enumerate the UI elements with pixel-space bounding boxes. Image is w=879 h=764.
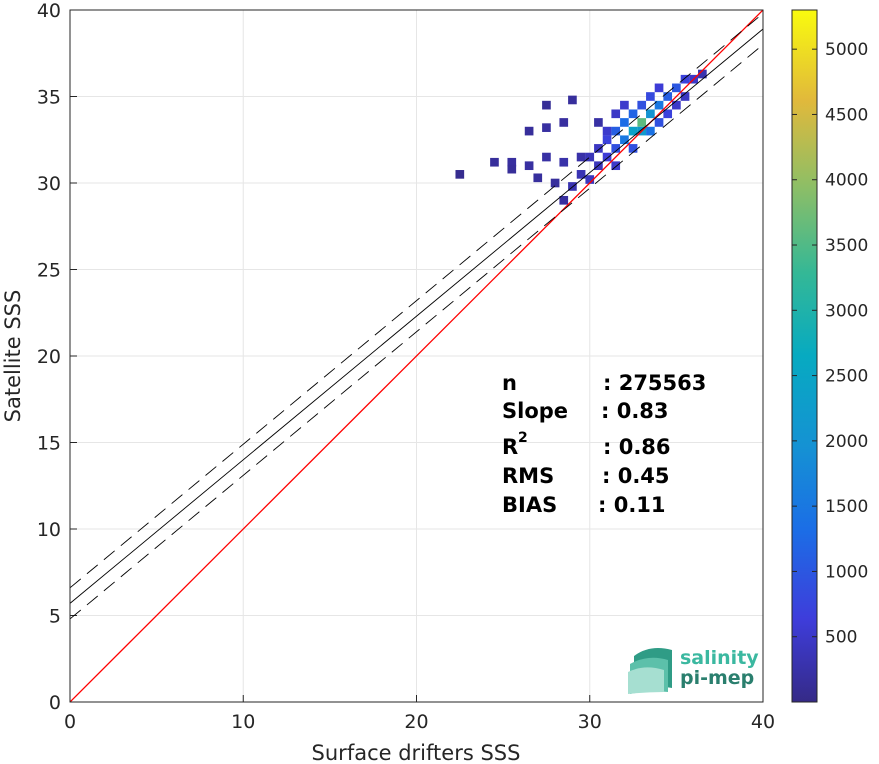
density-cell (524, 126, 534, 136)
stat-slope-value: : 0.83 (601, 399, 669, 423)
density-cell (585, 152, 595, 162)
density-cell (620, 100, 629, 110)
y-tick-label: 40 (37, 0, 61, 22)
colorbar-tick-label: 4000 (825, 171, 868, 191)
y-tick-label: 30 (37, 173, 61, 195)
density-cell (594, 144, 603, 153)
colorbar (791, 9, 818, 703)
density-cell (594, 118, 603, 127)
stats-annotation: n : 275563 Slope : 0.83 R 2 : 0.86 RMS :… (502, 371, 706, 517)
x-axis-label: Surface drifters SSS (312, 741, 521, 764)
stat-bias-label: BIAS (502, 493, 557, 517)
colorbar-tick-label: 5000 (825, 40, 868, 60)
density-cell (585, 175, 595, 184)
density-cell (680, 74, 690, 84)
density-cell (654, 83, 664, 93)
density-cell (550, 178, 560, 188)
density-cell (654, 100, 664, 110)
salinity-pi-mep-logo: salinity pi-mep (628, 647, 759, 694)
y-tick-label: 25 (37, 260, 61, 282)
density-cell (542, 100, 551, 110)
density-cell (672, 83, 681, 93)
stat-r2-value: : 0.86 (603, 435, 671, 459)
stat-r2-sup: 2 (518, 430, 528, 446)
density-cell (611, 126, 621, 136)
density-cell (646, 126, 655, 136)
x-tick-label: 20 (404, 711, 428, 733)
stat-n-value: : 275563 (603, 371, 706, 395)
density-cell (602, 135, 612, 145)
density-cell (698, 69, 707, 79)
density-cell (576, 152, 586, 162)
x-tick-label: 30 (578, 711, 602, 733)
colorbar-tick-label: 2000 (825, 432, 868, 452)
density-cell (637, 100, 647, 110)
stat-bias-value: : 0.11 (598, 493, 666, 517)
colorbar-tick-label: 1000 (825, 562, 868, 582)
stat-rms-value: : 0.45 (602, 464, 670, 488)
density-cell (611, 161, 621, 171)
y-tick-label: 0 (49, 692, 61, 714)
colorbar-tick-label: 3500 (825, 236, 868, 256)
axis-ticks: 0 10 20 30 40 0 5 10 15 20 25 30 35 40 (37, 0, 775, 733)
x-tick-label: 40 (751, 711, 775, 733)
density-cell (602, 152, 612, 162)
density-cell (542, 123, 551, 132)
logo-line1: salinity (680, 647, 759, 669)
logo-waves-icon (628, 648, 672, 694)
density-cell (576, 170, 586, 179)
density-cell (663, 109, 673, 119)
colorbar-tick-label: 3000 (825, 301, 868, 321)
density-cell (628, 144, 638, 153)
colorbar-tick-label: 2500 (825, 367, 868, 387)
y-tick-label: 5 (49, 606, 61, 628)
colorbar-tick-label: 500 (825, 628, 857, 648)
logo-line2: pi-mep (680, 667, 754, 689)
stat-n-label: n (502, 371, 517, 395)
density-cell (559, 118, 569, 127)
density-cell (455, 170, 465, 179)
colorbar-tick-label: 1500 (825, 497, 868, 517)
fit-upper-bound (70, 13, 763, 589)
density-cell (490, 157, 499, 167)
density-cell (524, 161, 534, 171)
stat-rms-label: RMS (502, 464, 554, 488)
density-cell (559, 195, 569, 205)
colorbar-ticks: 500 1000 1500 2000 2500 3000 3500 4000 4500 5000 (792, 40, 868, 648)
density-cell (533, 173, 543, 183)
density-cell (628, 126, 638, 136)
density-cell (568, 95, 577, 105)
density-cell (542, 152, 551, 162)
density-cell (507, 157, 517, 167)
stat-r2-label: R (502, 435, 518, 459)
density-cell (637, 118, 647, 127)
density-cell (620, 135, 629, 145)
stat-slope-label: Slope (502, 399, 568, 423)
density-cell (654, 118, 664, 127)
density-cell (628, 109, 638, 119)
y-tick-label: 35 (37, 87, 61, 109)
fit-line (70, 28, 763, 604)
density-cell (611, 109, 621, 119)
density-cell (646, 92, 655, 101)
plot-frame (69, 9, 764, 703)
density-cell (602, 126, 612, 136)
x-tick-label: 10 (231, 711, 255, 733)
x-tick-label: 0 (64, 711, 76, 733)
density-cell (663, 92, 673, 101)
y-tick-label: 20 (37, 346, 61, 368)
density-cell (559, 157, 569, 167)
density-cell (672, 100, 681, 110)
y-axis-label: Satellite SSS (1, 290, 25, 423)
density-cell (620, 118, 629, 127)
y-tick-label: 10 (37, 519, 61, 541)
density-cell (611, 144, 621, 153)
colorbar-tick-label: 4500 (825, 105, 868, 125)
density-cell (680, 92, 690, 101)
fit-lower-bound (70, 44, 763, 620)
y-tick-label: 15 (37, 433, 61, 455)
density-cell (646, 109, 655, 119)
density-cell (507, 164, 517, 174)
